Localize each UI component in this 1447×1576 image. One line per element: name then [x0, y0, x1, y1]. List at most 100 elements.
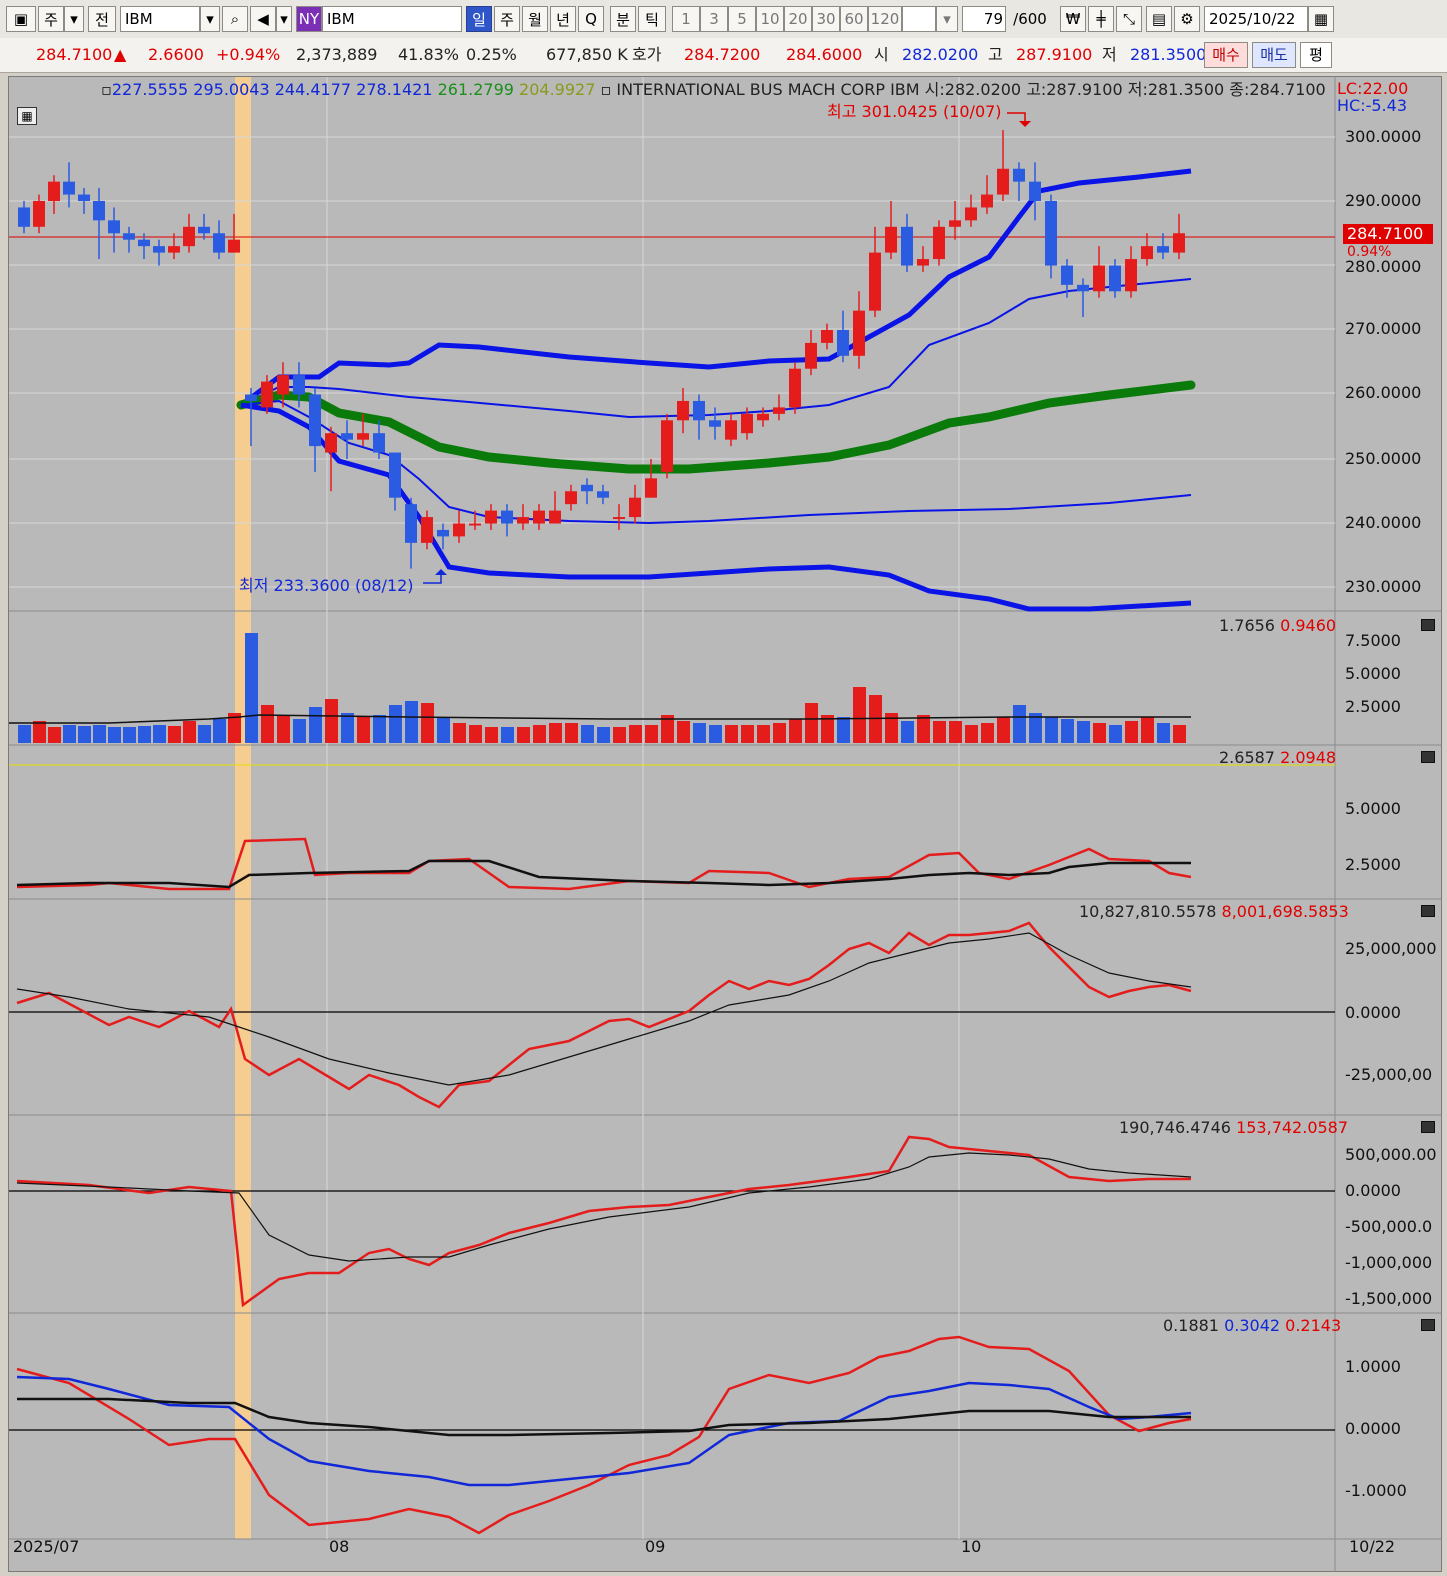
- exchange-badge: NY: [296, 6, 322, 32]
- candle-body: [1045, 201, 1057, 266]
- buy-button[interactable]: 매수: [1204, 42, 1248, 68]
- volume-bar: [261, 705, 274, 743]
- speaker-dropdown-icon[interactable]: ▾: [276, 6, 292, 32]
- candle-body: [501, 510, 513, 524]
- date-input[interactable]: 2025/10/22: [1204, 6, 1308, 32]
- macd-panel-close-icon[interactable]: [1421, 1319, 1435, 1331]
- chart-legend: ▫227.5555 295.0043 244.4177 278.1421 261…: [101, 80, 1326, 99]
- volume-bar: [48, 727, 61, 743]
- ind2-panel-close-icon[interactable]: [1421, 751, 1435, 763]
- volume-ma-line: [9, 714, 1191, 724]
- bollinger-mid-upper: [240, 278, 1192, 419]
- symbol-dropdown-icon[interactable]: ▾: [200, 6, 220, 32]
- interval-10[interactable]: 10: [756, 6, 784, 32]
- period-month-tab[interactable]: 월: [522, 6, 548, 32]
- sell-button[interactable]: 매도: [1252, 42, 1296, 68]
- volume-bar: [437, 717, 450, 743]
- chart-area[interactable]: ▫227.5555 295.0043 244.4177 278.1421 261…: [8, 76, 1442, 1572]
- candle-body: [1029, 181, 1041, 201]
- volume-bar: [153, 725, 166, 743]
- interval-20[interactable]: 20: [784, 6, 812, 32]
- volume-bar: [453, 723, 466, 743]
- interval-3[interactable]: 3: [700, 6, 728, 32]
- volume-bar: [1045, 717, 1058, 743]
- interval-120[interactable]: 120: [868, 6, 902, 32]
- candle-body: [245, 394, 257, 401]
- period-quarter-tab[interactable]: Q: [578, 6, 604, 32]
- candle-body: [309, 394, 321, 447]
- calendar-icon[interactable]: ▦: [1308, 6, 1334, 32]
- volume-bar: [581, 725, 594, 743]
- gear-icon[interactable]: ⚙: [1174, 6, 1200, 32]
- period-minute-tab[interactable]: 분: [610, 6, 636, 32]
- candle-body: [1013, 168, 1025, 182]
- macd-values: 0.1881 0.3042 0.2143: [1163, 1316, 1342, 1335]
- volume-series: [18, 633, 1186, 743]
- interval-1[interactable]: 1: [672, 6, 700, 32]
- asset-dropdown-icon[interactable]: ▾: [64, 6, 84, 32]
- interval-60[interactable]: 60: [840, 6, 868, 32]
- candle-body: [853, 310, 865, 356]
- candle-body: [693, 400, 705, 421]
- candle-body: [373, 433, 385, 453]
- volume-bar: [277, 715, 290, 743]
- obv-values: 10,827,810.5578 8,001,698.5853: [1079, 902, 1349, 921]
- volume-bar: [693, 723, 706, 743]
- volume-bar: [629, 725, 642, 743]
- draw-tool-icon[interactable]: ⤡: [1116, 6, 1142, 32]
- candle-body: [78, 194, 90, 201]
- currency-icon[interactable]: ₩: [1060, 6, 1086, 32]
- volume-bar: [725, 725, 738, 743]
- price-axis-300: 300.0000: [1345, 127, 1422, 146]
- symbol-name-field[interactable]: IBM: [322, 6, 462, 32]
- period-tick-tab[interactable]: 틱: [638, 6, 666, 32]
- volume-bar: [1077, 721, 1090, 743]
- candle-body: [33, 201, 45, 227]
- candle-body: [168, 246, 180, 253]
- interval-30[interactable]: 30: [812, 6, 840, 32]
- flat-button[interactable]: 평: [1300, 42, 1332, 68]
- trade-amount: 677,850 K: [546, 45, 628, 64]
- ind2-red-line: [16, 837, 1192, 891]
- volume-bar: [917, 715, 930, 743]
- ad-values: 190,746.4746 153,742.0587: [1119, 1118, 1349, 1137]
- grid-toggle-icon[interactable]: ▦: [17, 107, 37, 125]
- volume-panel-close-icon[interactable]: [1421, 619, 1435, 631]
- period-year-tab[interactable]: 년: [550, 6, 576, 32]
- period-day-tab[interactable]: 일: [466, 6, 492, 32]
- prev-button[interactable]: 전: [88, 6, 116, 32]
- chart-canvas[interactable]: [9, 77, 1441, 1571]
- low-arrow-icon: [435, 569, 447, 575]
- interval-dropdown-icon[interactable]: ▾: [936, 6, 958, 32]
- period-week-tab[interactable]: 주: [494, 6, 520, 32]
- asset-type-select[interactable]: 주: [38, 6, 64, 32]
- volume-bar: [597, 727, 610, 743]
- ad-panel-close-icon[interactable]: [1421, 1121, 1435, 1133]
- layout-icon[interactable]: ▣: [6, 6, 36, 32]
- candle-icon[interactable]: ╪: [1088, 6, 1114, 32]
- interval-5[interactable]: 5: [728, 6, 756, 32]
- candle-body: [565, 491, 577, 505]
- count-input[interactable]: 79: [962, 6, 1006, 32]
- volume-bar: [501, 727, 514, 743]
- candle-body: [645, 478, 657, 498]
- high-label: 고: [988, 45, 1003, 64]
- low-label: 저: [1102, 45, 1117, 64]
- candle-body: [1093, 265, 1105, 292]
- save-icon[interactable]: ▤: [1146, 6, 1172, 32]
- symbol-input[interactable]: IBM: [120, 6, 200, 32]
- volume-bar: [757, 725, 770, 743]
- candle-body: [228, 239, 240, 253]
- interval-custom-input[interactable]: [902, 6, 936, 32]
- candle-body: [261, 381, 273, 408]
- speaker-icon[interactable]: ◀: [250, 6, 276, 32]
- volume-bar: [613, 727, 626, 743]
- search-icon[interactable]: ⌕: [222, 6, 248, 32]
- obv-panel-close-icon[interactable]: [1421, 905, 1435, 917]
- volume-bar: [108, 727, 121, 743]
- volume-bar: [533, 725, 546, 743]
- candle-body: [213, 233, 225, 253]
- ad-red-line: [16, 1135, 1191, 1308]
- candle-body: [549, 510, 561, 524]
- legend-value-6: 204.9927: [519, 80, 596, 99]
